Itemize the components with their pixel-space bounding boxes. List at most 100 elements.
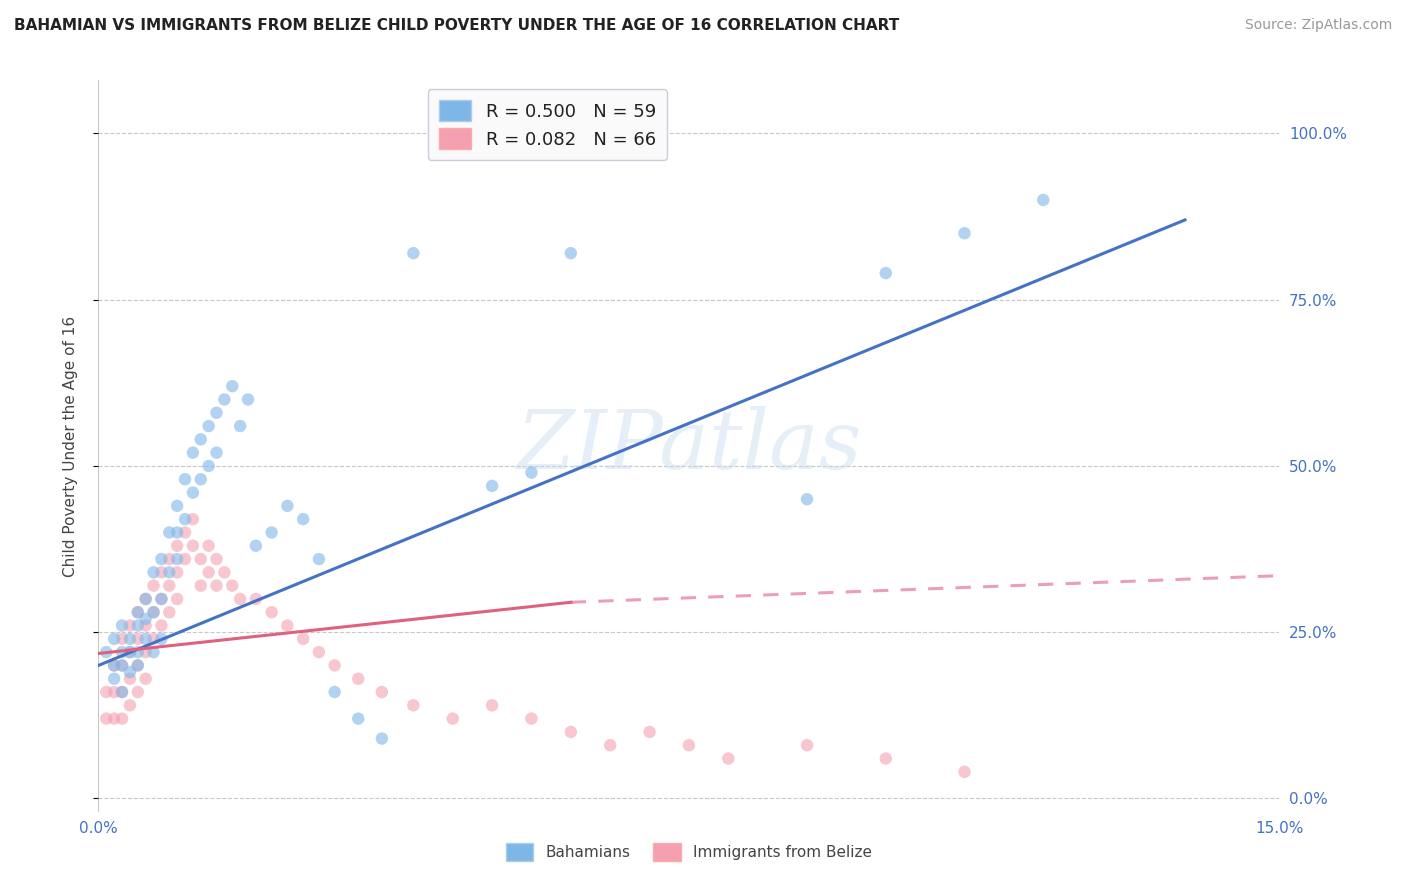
Point: [157, 552, 180, 566]
Text: Source: ZipAtlas.com: Source: ZipAtlas.com: [1244, 18, 1392, 32]
Point: [118, 698, 141, 713]
Point: [236, 392, 259, 407]
Point: [197, 539, 219, 553]
Point: [127, 605, 149, 619]
Point: [166, 566, 188, 580]
Point: [135, 612, 157, 626]
Point: [599, 738, 621, 752]
Point: [166, 499, 188, 513]
Point: [229, 591, 252, 606]
Point: [127, 685, 149, 699]
Point: [150, 591, 173, 606]
Point: [174, 552, 197, 566]
Point: [103, 672, 125, 686]
Point: [323, 685, 346, 699]
Point: [157, 566, 180, 580]
Point: [1032, 193, 1054, 207]
Point: [560, 246, 582, 260]
Point: [118, 645, 141, 659]
Point: [260, 605, 283, 619]
Point: [135, 591, 157, 606]
Point: [276, 499, 298, 513]
Point: [118, 645, 141, 659]
Point: [111, 712, 134, 726]
Point: [214, 566, 236, 580]
Point: [118, 672, 141, 686]
Point: [142, 605, 165, 619]
Point: [111, 618, 134, 632]
Point: [402, 246, 425, 260]
Point: [118, 618, 141, 632]
Point: [197, 458, 219, 473]
Point: [481, 698, 503, 713]
Point: [875, 266, 897, 280]
Point: [127, 618, 149, 632]
Point: [135, 645, 157, 659]
Point: [181, 512, 204, 526]
Point: [111, 632, 134, 646]
Point: [142, 579, 165, 593]
Point: [142, 645, 165, 659]
Point: [190, 579, 212, 593]
Point: [181, 485, 204, 500]
Point: [127, 645, 149, 659]
Point: [245, 539, 267, 553]
Point: [166, 539, 188, 553]
Point: [127, 605, 149, 619]
Point: [111, 645, 134, 659]
Point: [292, 512, 315, 526]
Legend: Bahamians, Immigrants from Belize: Bahamians, Immigrants from Belize: [496, 834, 882, 870]
Point: [166, 552, 188, 566]
Point: [717, 751, 740, 765]
Point: [142, 566, 165, 580]
Point: [796, 492, 818, 507]
Point: [205, 552, 228, 566]
Point: [127, 658, 149, 673]
Point: [481, 479, 503, 493]
Point: [127, 658, 149, 673]
Point: [953, 764, 976, 779]
Point: [150, 591, 173, 606]
Point: [560, 725, 582, 739]
Point: [292, 632, 315, 646]
Point: [118, 632, 141, 646]
Point: [245, 591, 267, 606]
Point: [103, 658, 125, 673]
Point: [323, 658, 346, 673]
Point: [111, 658, 134, 673]
Point: [190, 552, 212, 566]
Point: [111, 658, 134, 673]
Point: [221, 379, 243, 393]
Point: [520, 466, 543, 480]
Point: [181, 445, 204, 459]
Point: [796, 738, 818, 752]
Point: [190, 472, 212, 486]
Text: ZIPatlas: ZIPatlas: [516, 406, 862, 486]
Point: [276, 618, 298, 632]
Point: [166, 525, 188, 540]
Point: [166, 591, 188, 606]
Point: [127, 632, 149, 646]
Point: [347, 672, 370, 686]
Point: [103, 685, 125, 699]
Point: [260, 525, 283, 540]
Point: [96, 685, 118, 699]
Point: [205, 445, 228, 459]
Point: [135, 672, 157, 686]
Point: [197, 566, 219, 580]
Point: [214, 392, 236, 407]
Point: [135, 618, 157, 632]
Point: [118, 665, 141, 679]
Point: [157, 605, 180, 619]
Point: [103, 632, 125, 646]
Point: [520, 712, 543, 726]
Point: [402, 698, 425, 713]
Point: [181, 539, 204, 553]
Point: [371, 731, 394, 746]
Text: BAHAMIAN VS IMMIGRANTS FROM BELIZE CHILD POVERTY UNDER THE AGE OF 16 CORRELATION: BAHAMIAN VS IMMIGRANTS FROM BELIZE CHILD…: [14, 18, 900, 33]
Point: [205, 579, 228, 593]
Point: [308, 645, 330, 659]
Point: [205, 406, 228, 420]
Y-axis label: Child Poverty Under the Age of 16: Child Poverty Under the Age of 16: [63, 316, 77, 576]
Point: [157, 525, 180, 540]
